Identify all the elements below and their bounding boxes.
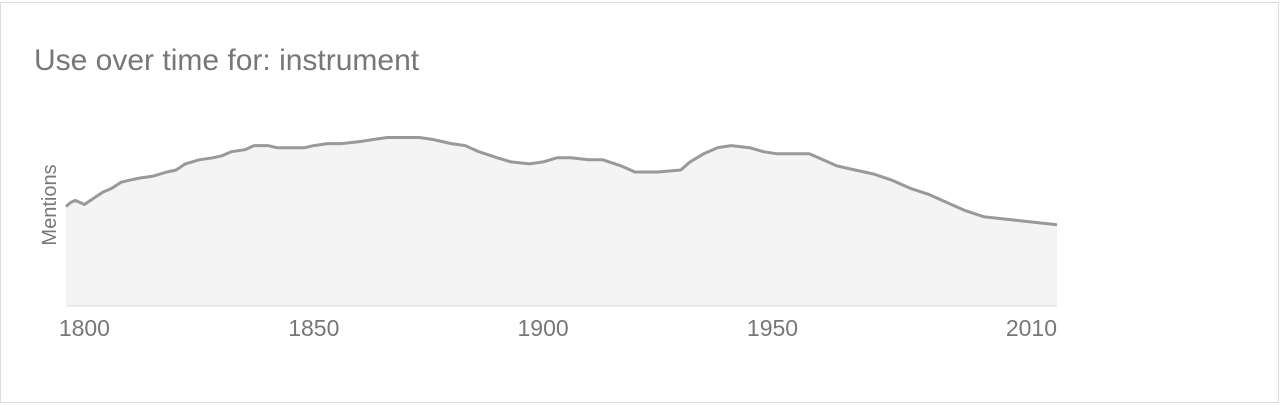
- x-axis-ticks: 1800 1850 1900 1950 2010: [59, 315, 1057, 341]
- x-tick-label: 1900: [518, 315, 569, 341]
- area-fill: [66, 137, 1057, 306]
- x-tick-label: 1950: [747, 315, 798, 341]
- chart-title: Use over time for: instrument: [34, 44, 420, 77]
- x-tick-label: 1850: [288, 315, 339, 341]
- x-tick-label: 2010: [1006, 315, 1057, 341]
- series-line: [65, 136, 1058, 227]
- y-axis-label: Mentions: [39, 164, 61, 245]
- x-tick-label: 1800: [59, 315, 110, 341]
